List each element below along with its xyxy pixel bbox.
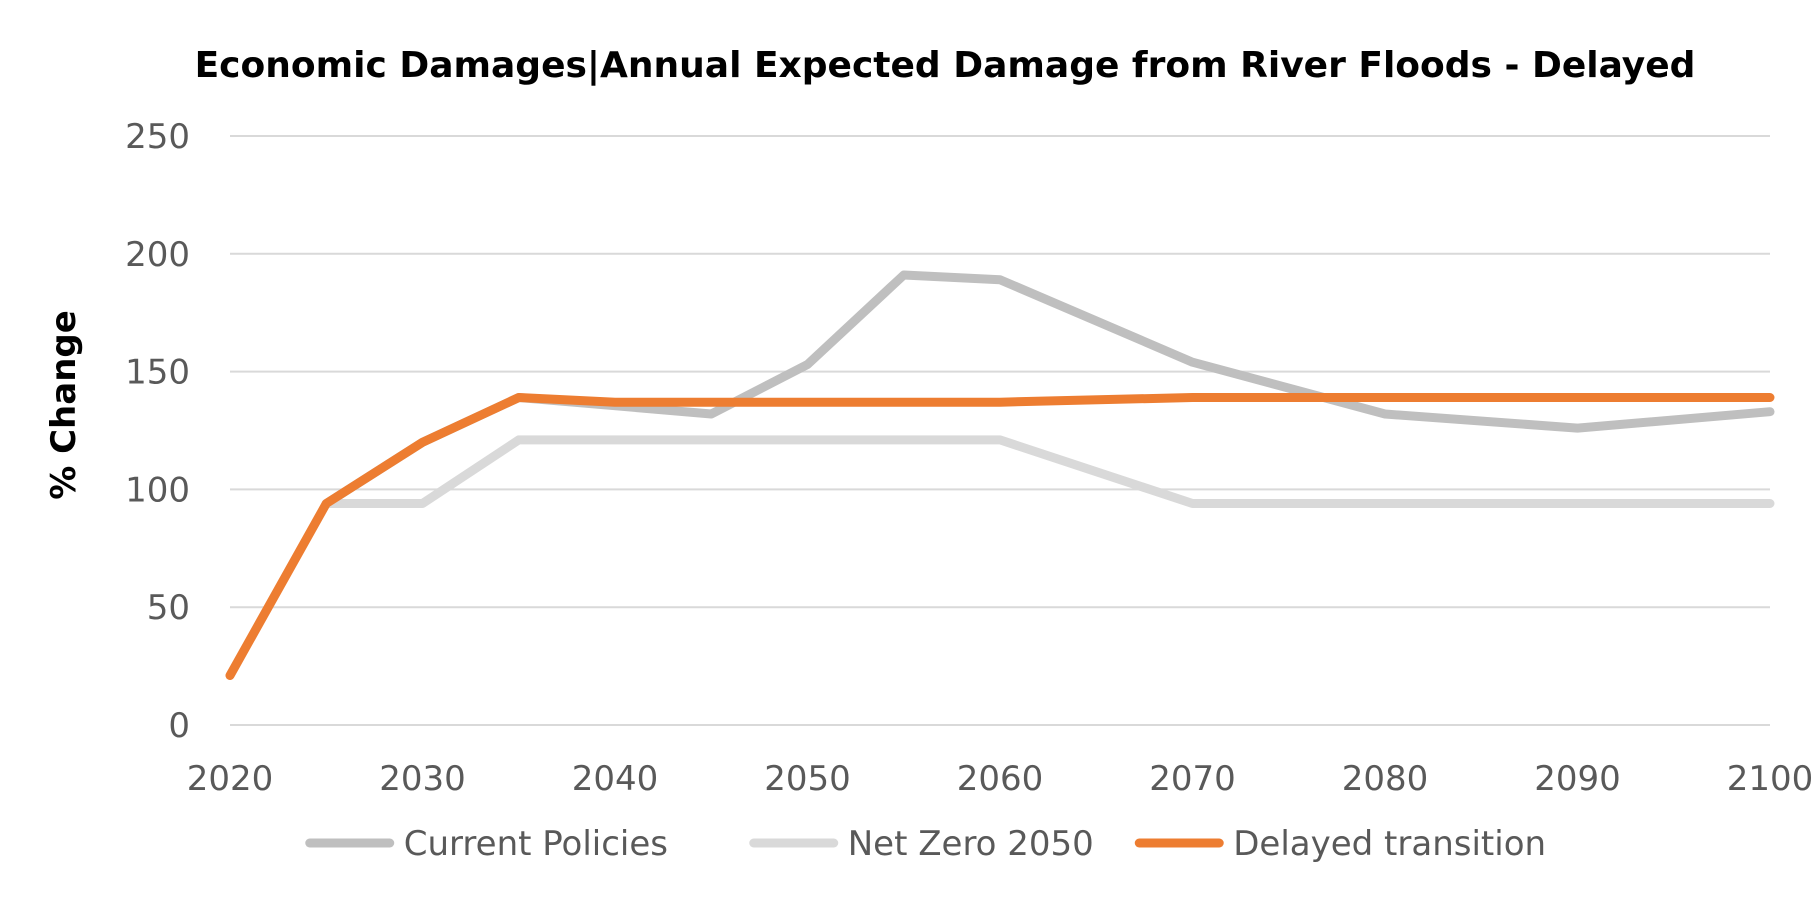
- gridlines: [230, 135, 1770, 726]
- series-lines: [225, 270, 1775, 680]
- x-tick-label: 2030: [379, 759, 466, 799]
- y-tick-label: 50: [147, 588, 190, 628]
- legend-label: Net Zero 2050: [848, 824, 1094, 864]
- chart-title: Economic Damages|Annual Expected Damage …: [195, 45, 1696, 86]
- legend-label: Delayed transition: [1233, 824, 1546, 864]
- y-tick-labels: 0 50 100 150 200 250: [125, 117, 190, 746]
- y-tick-label: 150: [125, 353, 190, 393]
- series-line-current-policies: [321, 270, 1775, 508]
- legend: Current Policies Net Zero 2050 Delayed tra…: [305, 824, 1546, 864]
- x-tick-label: 2050: [764, 759, 851, 799]
- y-tick-label: 200: [125, 235, 190, 275]
- x-tick-label: 2100: [1727, 759, 1814, 799]
- x-tick-label: 2040: [572, 759, 659, 799]
- x-tick-labels: 2020 2030 2040 2050 2060 2070 2080 2090 2100: [187, 759, 1814, 799]
- y-tick-label: 250: [125, 117, 190, 157]
- x-tick-label: 2080: [1342, 759, 1429, 799]
- y-tick-label: 100: [125, 470, 190, 510]
- series-line-net-zero-2050: [321, 435, 1775, 508]
- x-tick-label: 2090: [1534, 759, 1621, 799]
- y-axis-label: % Change: [44, 310, 84, 500]
- x-tick-label: 2070: [1149, 759, 1236, 799]
- x-tick-label: 2060: [957, 759, 1044, 799]
- x-tick-label: 2020: [187, 759, 274, 799]
- series-line-delayed-transition: [225, 393, 1775, 680]
- y-tick-label: 0: [168, 706, 190, 746]
- legend-label: Current Policies: [404, 824, 668, 864]
